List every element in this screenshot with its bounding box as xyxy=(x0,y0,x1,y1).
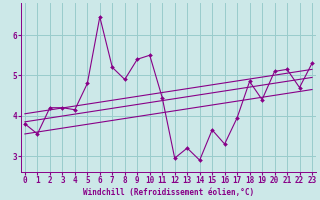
X-axis label: Windchill (Refroidissement éolien,°C): Windchill (Refroidissement éolien,°C) xyxy=(83,188,254,197)
